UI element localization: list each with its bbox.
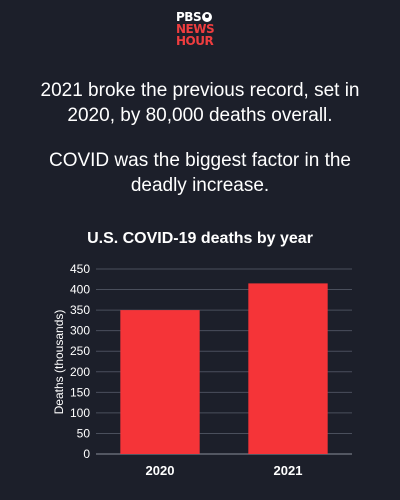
x-tick-label: 2021: [274, 463, 303, 478]
y-tick-label: 200: [70, 365, 90, 379]
y-axis-label: Deaths (thousands): [52, 310, 66, 415]
chart-title: U.S. COVID-19 deaths by year: [87, 230, 313, 247]
record-statement: 2021 broke the previous record, set in 2…: [40, 80, 360, 126]
y-tick-label: 400: [70, 283, 90, 297]
y-tick-label: 100: [70, 406, 90, 420]
pbs-newshour-logo: PBS NEWS HOUR: [176, 11, 228, 51]
y-tick-label: 0: [83, 447, 90, 461]
y-tick-label: 450: [70, 262, 90, 276]
bar: [248, 283, 328, 454]
y-tick-label: 150: [70, 385, 90, 399]
factor-statement: COVID was the biggest factor in the dead…: [48, 150, 352, 196]
x-tick-label: 2020: [146, 463, 175, 478]
y-tick-label: 300: [70, 324, 90, 338]
logo-pbs-text: PBS: [176, 10, 202, 24]
logo-hour-text: HOUR: [176, 34, 214, 48]
y-tick-label: 50: [77, 426, 91, 440]
pbs-head-icon: [202, 12, 213, 22]
logo-news-text: NEWS: [176, 22, 215, 36]
bar: [120, 310, 200, 454]
y-tick-label: 350: [70, 303, 90, 317]
y-tick-label: 250: [70, 344, 90, 358]
